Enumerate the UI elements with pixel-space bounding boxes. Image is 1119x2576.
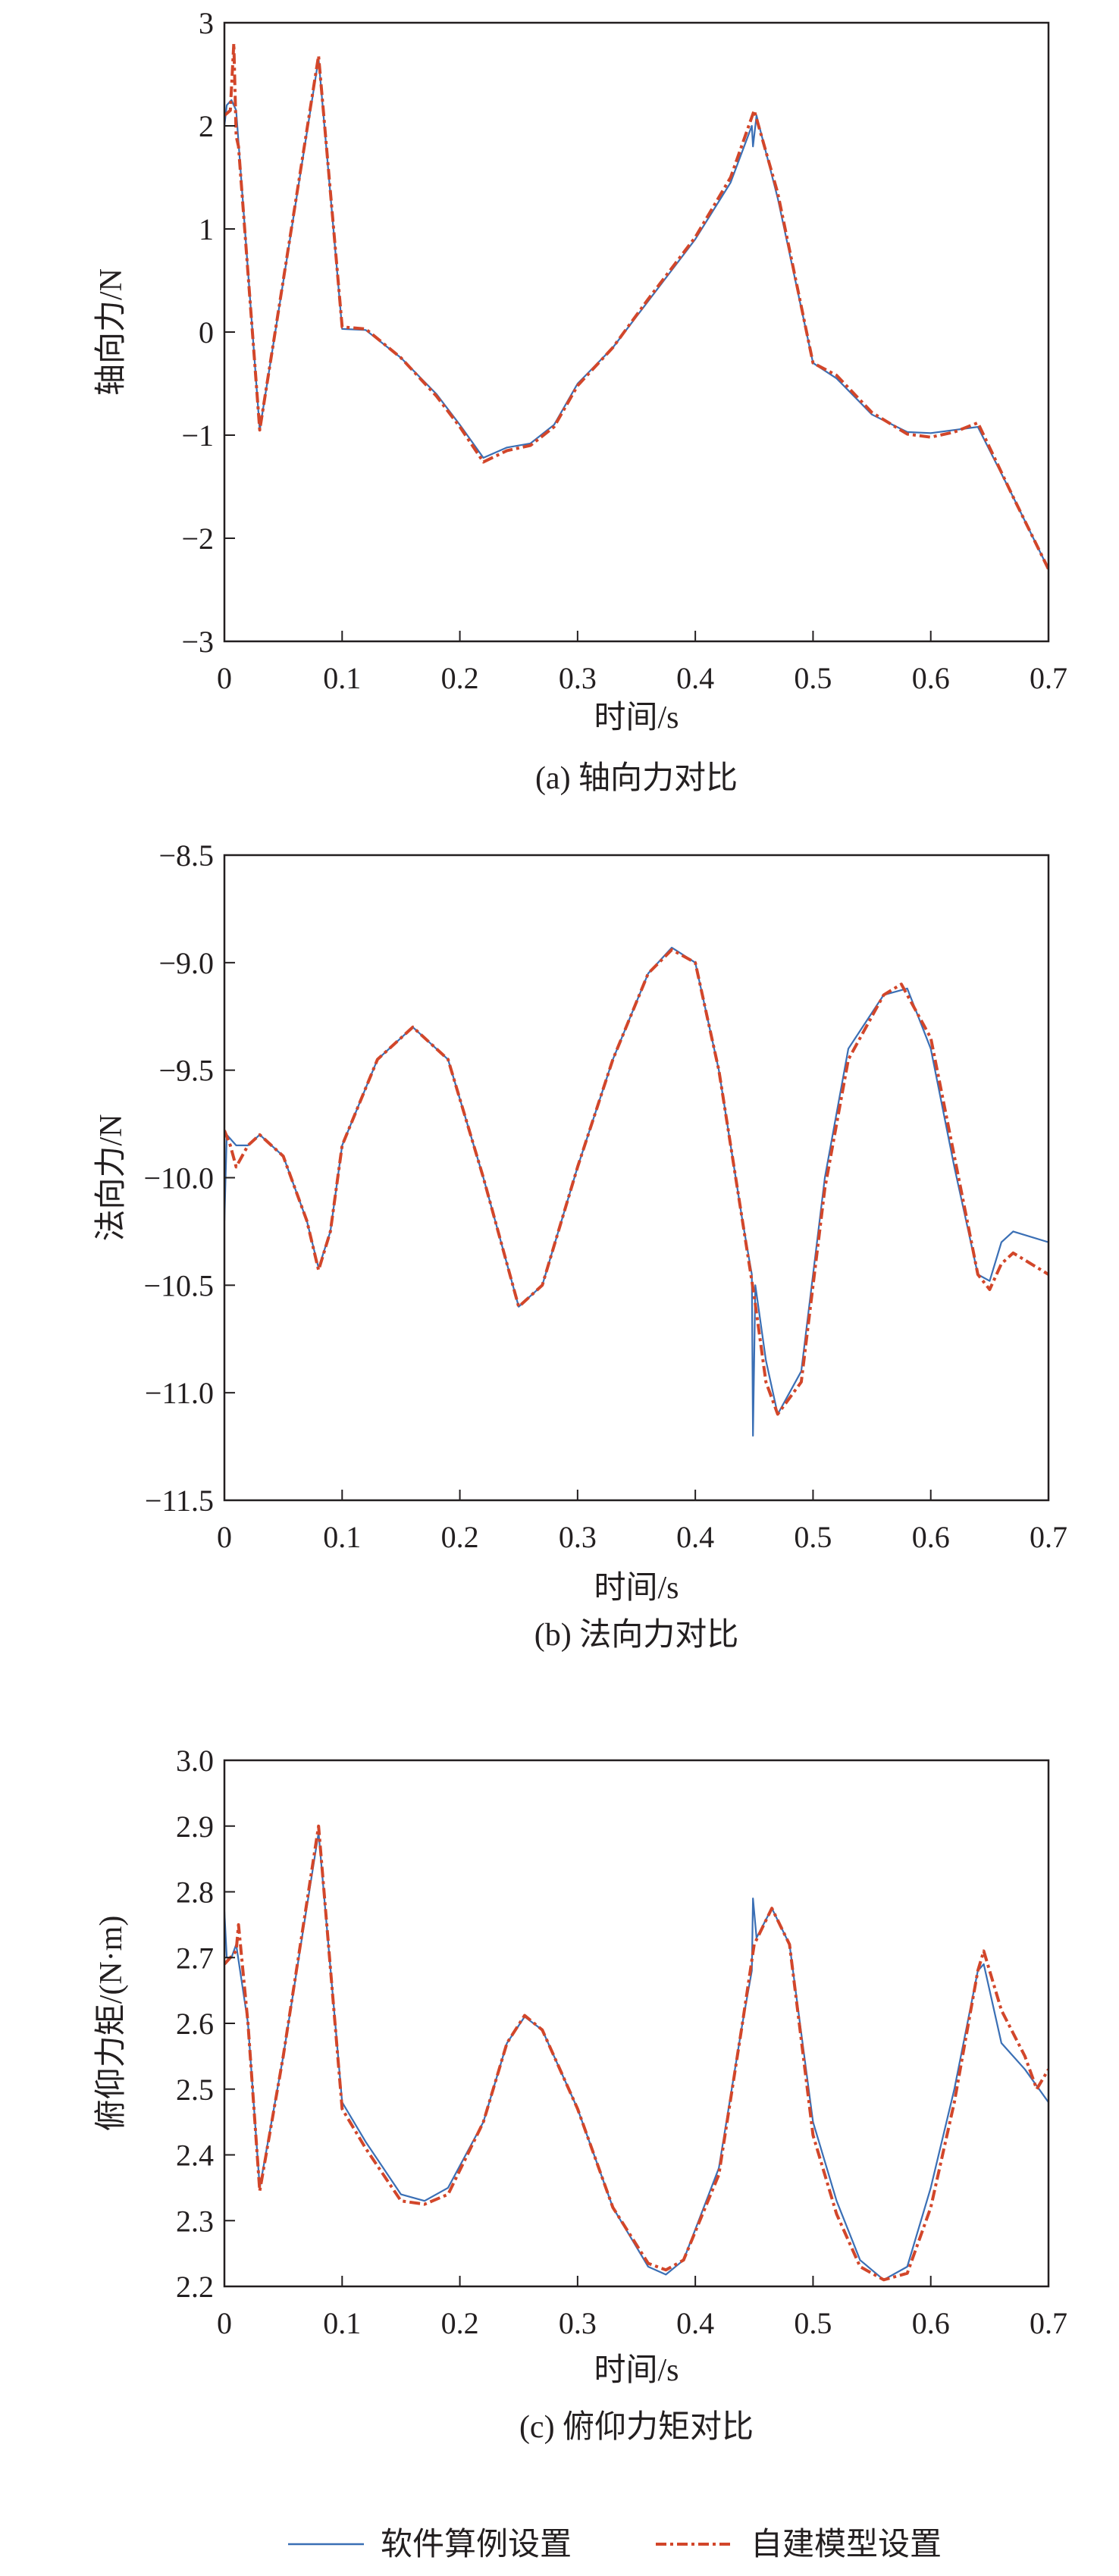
y-tick-label: −9.0 <box>158 946 214 980</box>
x-tick-label: 0.5 <box>794 661 832 695</box>
x-tick-label: 0.4 <box>676 1520 714 1554</box>
x-tick-label: 0 <box>217 2306 232 2340</box>
x-tick-label: 0.4 <box>676 2306 714 2340</box>
chart-a: 0 0.1 0.2 0.3 0.4 0.5 0.6 0.7 −3 −2 −1 0 1 2 3 时间/s 轴向力/… <box>94 6 1067 796</box>
chart-caption: (c) 俯仰力矩对比 <box>519 2409 754 2445</box>
y-tick-label: 2.6 <box>176 2007 214 2041</box>
y-tick-label: 2.8 <box>176 1876 214 1910</box>
x-tick-label: 0.7 <box>1030 2306 1067 2340</box>
x-tick-label: 0.6 <box>912 1520 950 1554</box>
y-tick-label: 1 <box>199 212 214 246</box>
series-custom-line <box>224 1824 1048 2282</box>
x-axis-label: 时间/s <box>594 1571 679 1606</box>
y-tick-label: −10.0 <box>143 1161 214 1196</box>
x-axis-label: 时间/s <box>594 2353 679 2388</box>
x-tick-label: 0.2 <box>441 661 479 695</box>
y-tick-label: −11.0 <box>145 1376 214 1410</box>
x-tick-label: 0 <box>217 1520 232 1554</box>
x-tick-label: 0.3 <box>559 661 597 695</box>
legend: 软件算例设置 自建模型设置 <box>288 2527 942 2562</box>
plot-frame <box>223 21 1050 643</box>
y-tick-label: 2.9 <box>176 1810 214 1844</box>
y-tick-label: 2.4 <box>176 2139 214 2173</box>
x-tick-label: 0.1 <box>323 661 361 695</box>
y-axis-label: 轴向力/N <box>94 268 129 396</box>
chart-b: 0 0.1 0.2 0.3 0.4 0.5 0.6 0.7 −11.5 −11.0 −10.5 −10… <box>94 838 1067 1653</box>
y-tick-label: −10.5 <box>143 1268 214 1302</box>
x-tick-label: 0.3 <box>559 1520 597 1554</box>
x-tick-label: 0 <box>217 661 232 695</box>
plot-frame <box>223 854 1050 1502</box>
y-tick-label: −1 <box>181 418 214 453</box>
series-software-line <box>224 946 1048 1437</box>
y-tick-label: 2.7 <box>176 1941 214 1975</box>
x-tick-label: 0.5 <box>794 1520 832 1554</box>
series-software-line <box>224 1832 1048 2281</box>
y-tick-label: 0 <box>199 315 214 349</box>
chart-caption: (b) 法向力对比 <box>534 1618 738 1653</box>
y-tick-label: 3.0 <box>176 1744 214 1778</box>
legend-label-custom: 自建模型设置 <box>751 2527 942 2562</box>
y-tick-label: 2 <box>199 109 214 143</box>
x-tick-label: 0.5 <box>794 2306 832 2340</box>
y-tick-label: −8.5 <box>158 838 214 873</box>
x-tick-label: 0.6 <box>912 2306 950 2340</box>
y-axis-label: 法向力/N <box>94 1114 129 1241</box>
y-tick-label: 2.5 <box>176 2073 214 2107</box>
y-tick-label: 2.3 <box>176 2204 214 2238</box>
series-custom-line <box>224 42 1048 570</box>
chart-c: 0 0.1 0.2 0.3 0.4 0.5 0.6 0.7 2.2 2.3 2.4 2.5 2.6 2.7… <box>93 1744 1067 2445</box>
x-tick-label: 0.2 <box>441 2306 479 2340</box>
x-tick-label: 0.7 <box>1030 1520 1067 1554</box>
x-tick-label: 0.1 <box>323 1520 361 1554</box>
x-tick-label: 0.3 <box>559 2306 597 2340</box>
x-tick-label: 0.1 <box>323 2306 361 2340</box>
series-custom-line <box>224 948 1048 1416</box>
y-tick-label: −3 <box>181 625 214 659</box>
y-tick-label: −9.5 <box>158 1054 214 1088</box>
y-tick-label: −2 <box>181 522 214 556</box>
x-tick-label: 0.4 <box>676 661 714 695</box>
y-tick-label: 2.2 <box>176 2270 214 2304</box>
chart-caption: (a) 轴向力对比 <box>535 761 738 796</box>
y-axis-label: 俯仰力矩/(N·m) <box>93 1916 129 2132</box>
y-tick-label: −11.5 <box>145 1484 214 1518</box>
x-tick-label: 0.7 <box>1030 661 1067 695</box>
x-axis-label: 时间/s <box>594 700 679 735</box>
x-tick-label: 0.2 <box>441 1520 479 1554</box>
x-tick-label: 0.6 <box>912 661 950 695</box>
y-tick-label: 3 <box>199 6 214 40</box>
legend-label-software: 软件算例设置 <box>381 2527 572 2562</box>
